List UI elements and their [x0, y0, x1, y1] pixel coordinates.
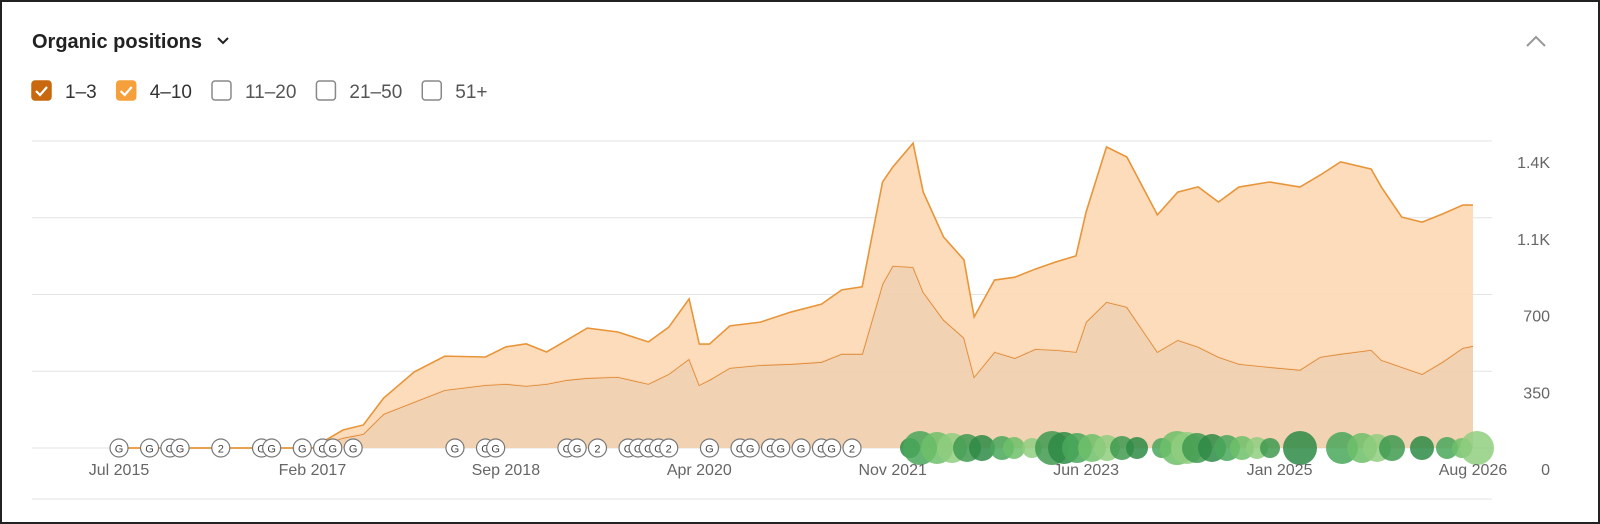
event-marker[interactable] [445, 438, 465, 458]
event-label: G [349, 444, 358, 456]
update-bubble[interactable] [1260, 438, 1280, 458]
event-label: G [827, 444, 836, 456]
event-label: G [705, 444, 714, 456]
event-marker[interactable] [699, 438, 720, 458]
series-line [119, 141, 1473, 449]
y-tick-label: 1.4K [1517, 155, 1550, 172]
event-label: G [491, 444, 500, 456]
event-label: G [481, 444, 490, 456]
update-bubble[interactable] [1283, 431, 1317, 465]
event-label: G [563, 444, 572, 456]
event-label: G [298, 444, 307, 456]
update-bubble[interactable] [1379, 435, 1405, 461]
update-bubble[interactable] [1410, 436, 1434, 460]
event-label: 2 [218, 444, 224, 456]
area [119, 143, 1473, 448]
dropdown-chevron[interactable] [217, 37, 229, 45]
event-marker[interactable] [791, 438, 811, 458]
event-marker[interactable] [323, 438, 343, 458]
event-marker[interactable] [771, 438, 791, 458]
event-label: G [746, 444, 755, 456]
legend-label[interactable]: 4–10 [150, 82, 192, 103]
event-marker[interactable] [170, 438, 190, 458]
event-label: G [817, 444, 826, 456]
event-marker[interactable] [842, 438, 862, 458]
legend: 1–3 4–10 11–20 21–50 51+ [31, 80, 488, 103]
checkmark [35, 86, 48, 97]
event-marker[interactable] [109, 438, 129, 458]
event-marker[interactable] [292, 438, 312, 458]
event-label: G [624, 444, 633, 456]
legend-label[interactable]: 11–20 [245, 82, 296, 103]
checkbox[interactable] [211, 80, 232, 101]
event-label: G [115, 444, 124, 456]
event-label: G [644, 444, 653, 456]
event-label: G [451, 444, 460, 456]
event-marker[interactable] [822, 438, 842, 458]
y-tick-label: 350 [1523, 385, 1550, 402]
event-label: 2 [594, 444, 600, 456]
event-label: G [573, 444, 582, 456]
plot-area [119, 141, 1474, 449]
update-bubble[interactable] [969, 435, 995, 461]
event-label: G [145, 444, 154, 456]
chart-title[interactable]: Organic positions [32, 31, 202, 53]
event-label: G [736, 444, 745, 456]
event-marker[interactable] [740, 438, 760, 458]
update-bubble[interactable] [1460, 431, 1494, 465]
checkbox[interactable] [115, 80, 137, 101]
event-marker[interactable] [587, 438, 608, 458]
x-tick-label: Sep 2018 [472, 462, 541, 479]
legend-label[interactable]: 51+ [455, 82, 487, 103]
event-label: G [766, 444, 775, 456]
y-tick-label: 700 [1523, 309, 1550, 326]
x-tick-label: Jul 2015 [89, 462, 150, 479]
event-marker[interactable] [343, 438, 363, 458]
event-label: G [654, 444, 663, 456]
x-tick-label: Jan 2025 [1247, 462, 1313, 479]
checkmark [119, 86, 133, 97]
x-tick-label: Aug 2026 [1439, 462, 1508, 479]
event-label: G [634, 444, 643, 456]
y-tick-label: 0 [1541, 462, 1550, 479]
event-label: G [318, 444, 327, 456]
update-bubble[interactable] [1126, 437, 1148, 459]
event-label: G [329, 444, 338, 456]
checkbox[interactable] [315, 80, 337, 101]
update-bubble[interactable] [1003, 437, 1025, 459]
legend-label[interactable]: 1–3 [65, 82, 97, 103]
area [119, 265, 1473, 448]
event-label: G [267, 444, 276, 456]
event-label: 2 [666, 444, 672, 456]
checkbox[interactable] [31, 80, 52, 101]
event-label: 2 [849, 444, 855, 456]
checkbox[interactable] [421, 80, 443, 101]
event-marker[interactable] [262, 438, 282, 458]
y-tick-label: 1.1K [1517, 232, 1550, 249]
event-label: G [797, 444, 806, 456]
x-tick-label: Jun 2023 [1053, 462, 1119, 479]
event-marker[interactable] [211, 438, 231, 458]
event-marker[interactable] [139, 438, 160, 458]
collapse-chevron[interactable] [1526, 35, 1546, 47]
event-label: G [166, 444, 175, 456]
legend-label[interactable]: 21–50 [349, 82, 402, 103]
x-tick-label: Apr 2020 [667, 462, 732, 479]
event-label: G [776, 444, 785, 456]
x-tick-label: Feb 2017 [279, 462, 347, 479]
event-label: G [176, 444, 185, 456]
event-label: G [257, 444, 266, 456]
axes: 0 350 700 1.1K 1.4K Jul 2015 Feb 2017 Sep 2018 A… [89, 155, 1551, 479]
update-bubble[interactable] [1436, 437, 1458, 459]
event-marker[interactable] [659, 438, 679, 458]
event-marker[interactable] [486, 438, 506, 458]
event-marker[interactable] [567, 438, 587, 458]
x-tick-label: Nov 2021 [858, 462, 927, 479]
